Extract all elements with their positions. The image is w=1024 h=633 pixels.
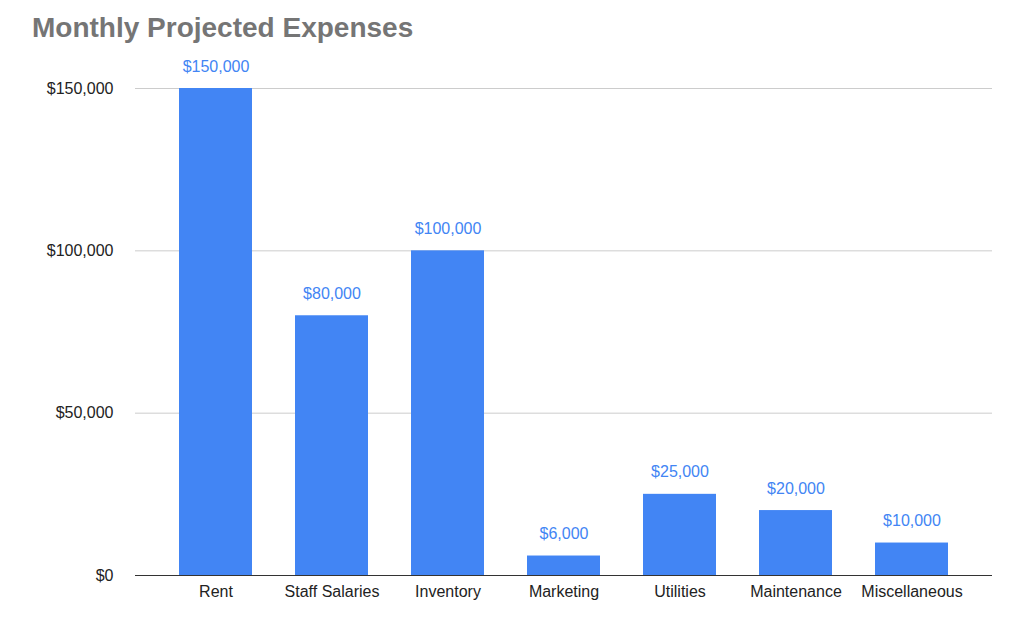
svg-text:$25,000: $25,000: [651, 463, 709, 480]
svg-text:$150,000: $150,000: [47, 80, 114, 97]
svg-text:$50,000: $50,000: [56, 404, 114, 421]
svg-text:Inventory: Inventory: [415, 583, 481, 600]
svg-text:Staff Salaries: Staff Salaries: [285, 583, 380, 600]
svg-text:Marketing: Marketing: [529, 583, 599, 600]
svg-text:$100,000: $100,000: [415, 220, 482, 237]
svg-text:$0: $0: [96, 567, 114, 584]
svg-text:$10,000: $10,000: [883, 512, 941, 529]
svg-text:Utilities: Utilities: [654, 583, 706, 600]
svg-text:$150,000: $150,000: [183, 58, 250, 75]
svg-text:Miscellaneous: Miscellaneous: [861, 583, 962, 600]
svg-text:Rent: Rent: [199, 583, 233, 600]
svg-text:$6,000: $6,000: [540, 525, 589, 542]
svg-text:$20,000: $20,000: [767, 480, 825, 497]
html-text:Monthly Projected Expenses: Monthly Projected Expenses: [32, 12, 414, 43]
svg-text:Maintenance: Maintenance: [750, 583, 842, 600]
svg-text:$100,000: $100,000: [47, 242, 114, 259]
svg-text:$80,000: $80,000: [303, 285, 361, 302]
